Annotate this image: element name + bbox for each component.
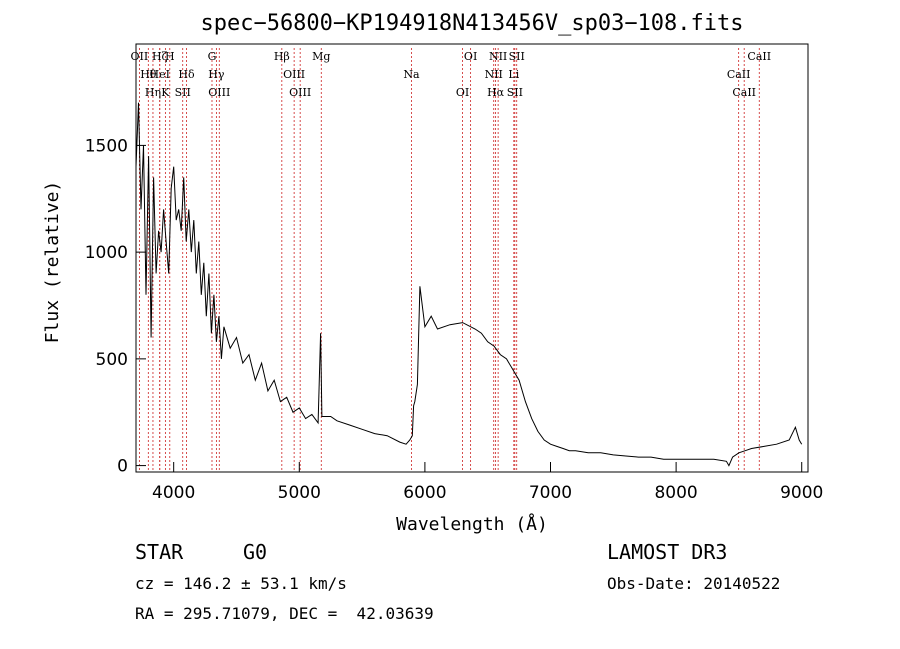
line-marker-label: OIII: [208, 86, 230, 99]
line-marker-label: K: [161, 86, 170, 99]
survey-name: LAMOST DR3: [607, 540, 728, 564]
x-tick-label: 5000: [278, 483, 321, 503]
x-tick-label: 7000: [529, 483, 572, 503]
line-marker-label: CaII: [727, 68, 751, 81]
line-marker-label: OIII: [289, 86, 311, 99]
line-marker-label: OIII: [283, 68, 305, 81]
line-marker-label: Hβ: [274, 50, 290, 63]
x-tick-label: 9000: [780, 483, 823, 503]
coordinates: RA = 295.71079, DEC = 42.03639: [135, 604, 434, 623]
line-marker-label: OI: [456, 86, 469, 99]
object-subclass: G0: [243, 540, 268, 564]
line-marker-label: Hγ: [208, 68, 225, 81]
line-marker-label: Hθ: [140, 68, 157, 81]
line-marker-label: Hα: [487, 86, 505, 99]
y-axis-ticks: 0 500 1000 1500: [85, 136, 146, 477]
x-axis-ticks: 4000 5000 6000 7000 8000 9000: [152, 462, 823, 503]
chart-title: spec−56800−KP194918N413456V_sp03−108.fit…: [200, 11, 743, 36]
redshift-readout: cz = 146.2 ± 53.1 km/s: [135, 574, 347, 593]
y-tick-label: 1000: [85, 243, 128, 263]
line-marker-label: SII: [509, 50, 525, 63]
line-marker-label: OI: [464, 50, 477, 63]
y-tick-label: 0: [117, 457, 128, 477]
line-marker-label: H: [165, 50, 175, 63]
line-marker-label: Mg: [312, 50, 330, 63]
line-marker-label: Li: [508, 68, 519, 81]
line-marker-label: Hη: [145, 86, 161, 99]
x-tick-label: 4000: [152, 483, 195, 503]
line-marker-label: NII: [485, 68, 503, 81]
y-axis-label: Flux (relative): [42, 181, 63, 344]
y-tick-label: 500: [96, 350, 128, 370]
x-axis-label: Wavelength (Å): [396, 513, 548, 535]
line-marker-label: Hδ: [178, 68, 195, 81]
line-marker-label: Na: [403, 68, 420, 81]
line-marker-label: SII: [175, 86, 191, 99]
line-marker-label: SII: [507, 86, 523, 99]
plot-frame: [135, 43, 809, 473]
x-tick-label: 8000: [654, 483, 697, 503]
y-tick-label: 1500: [85, 136, 128, 156]
object-class: STAR: [135, 540, 184, 564]
line-marker-label: Hζ: [152, 50, 168, 63]
x-tick-label: 6000: [403, 483, 446, 503]
line-marker-label: OII: [131, 50, 149, 63]
flux-series-line: [135, 102, 803, 467]
obs-date: Obs-Date: 20140522: [607, 574, 781, 593]
line-marker-label: NII: [489, 50, 507, 63]
line-marker-label: HeI: [150, 68, 170, 81]
line-marker-label: CaII: [732, 86, 756, 99]
line-markers: [138, 48, 760, 472]
line-marker-label: G: [208, 50, 217, 63]
line-marker-label: CaII: [747, 50, 771, 63]
line-marker-labels: OII Hθ Hη Hζ HeI K HHδ SII G Hγ OIII Hβ OIII OIII Mg Na…: [131, 50, 772, 99]
